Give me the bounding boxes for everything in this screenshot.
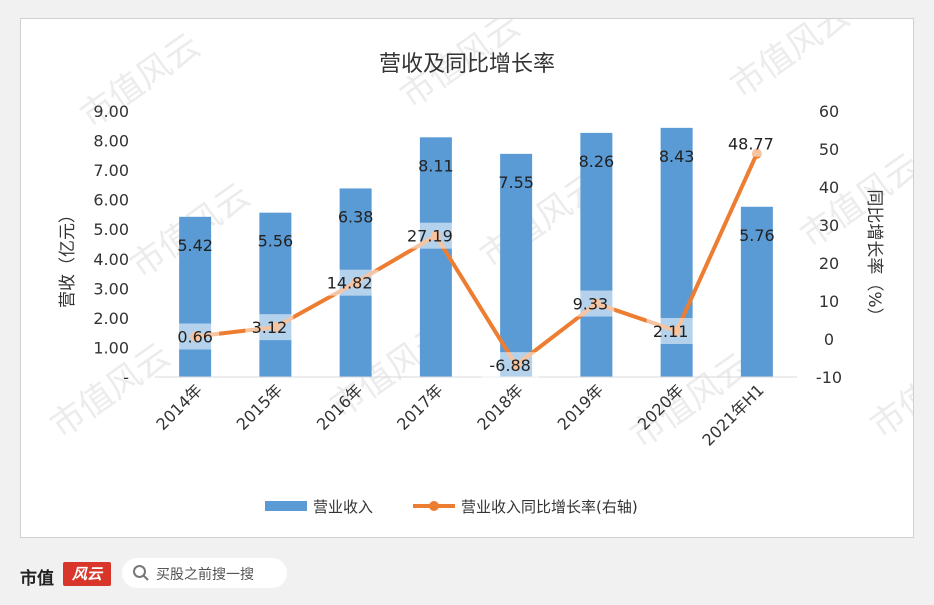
line-label-backdrop [646, 317, 695, 344]
left-tick-label: 1.00 [93, 338, 129, 357]
right-axis-ticks: 60 50 40 30 20 10 0 -10 [816, 102, 842, 387]
watermark-text: 市值风云 [863, 336, 913, 447]
bar-value-label: 8.26 [579, 152, 615, 171]
x-tick-label: 2019年 [554, 380, 608, 434]
line-label-backdrop [171, 323, 220, 350]
right-tick-label: 10 [819, 292, 839, 311]
x-tick-label: 2015年 [233, 380, 287, 434]
revenue-bar [179, 216, 212, 377]
right-tick-label: 60 [819, 102, 839, 121]
watermark-text: 市值风云 [723, 19, 857, 106]
watermark-layer: 市值风云市值风云市值风云市值风云市值风云市值风云市值风云市值风云市值风云市值风云 [43, 19, 913, 456]
line-value-label: 3.12 [252, 318, 288, 337]
x-tick-label: 2014年 [152, 380, 206, 434]
watermark-text: 市值风云 [793, 146, 913, 257]
search-placeholder: 买股之前搜一搜 [156, 567, 254, 583]
line-label-backdrop [721, 130, 780, 157]
left-tick-label: 7.00 [93, 161, 129, 180]
legend-line-marker [429, 501, 439, 511]
left-tick-label: 5.00 [93, 220, 129, 239]
chart-svg: 市值风云市值风云市值风云市值风云市值风云市值风云市值风云市值风云市值风云市值风云… [43, 19, 913, 516]
legend: 营业收入 营业收入同比增长率(右轴) [265, 498, 638, 516]
brand-name: 市值 [20, 569, 54, 589]
line-value-label: 9.33 [573, 295, 609, 314]
brand-logo: 风云 [63, 562, 111, 586]
right-tick-label: 50 [819, 140, 839, 159]
line-label-backdrop [400, 222, 459, 249]
left-tick-label: 2.00 [93, 309, 129, 328]
right-tick-label: 20 [819, 254, 839, 273]
bar-value-label: 7.55 [498, 173, 534, 192]
footer-bar: 市值 风云 买股之前搜一搜 [0, 548, 934, 605]
left-axis-label: 营收（亿元） [58, 206, 78, 308]
left-tick-label: 8.00 [93, 132, 129, 151]
bar-value-label: 6.38 [338, 207, 374, 226]
line-value-label: 2.11 [653, 322, 689, 341]
chart-panel: 市值风云市值风云市值风云市值风云市值风云市值风云市值风云市值风云市值风云市值风云… [20, 18, 914, 538]
revenue-bar [500, 153, 533, 377]
line-value-label: 48.77 [728, 135, 774, 154]
x-tick-label: 2017年 [393, 380, 447, 434]
left-tick-label: 3.00 [93, 279, 129, 298]
right-tick-label: -10 [816, 368, 842, 387]
revenue-bar [740, 206, 773, 377]
left-tick-label: 6.00 [93, 191, 129, 210]
data-labels: 5.42 5.56 6.38 8.11 7.55 8.26 8.43 5.76 0.66 3.12… [171, 130, 780, 379]
revenue-bar [580, 132, 613, 377]
left-tick-label: 4.00 [93, 250, 129, 269]
left-tick-label: 9.00 [93, 102, 129, 121]
line-label-backdrop [320, 269, 379, 296]
revenue-bar [419, 137, 452, 377]
bar-value-label: 5.56 [258, 232, 294, 251]
revenue-bar [259, 212, 292, 377]
bar-value-label: 8.11 [418, 156, 454, 175]
left-tick-label: - [123, 368, 129, 387]
chart-title: 营收及同比增长率 [379, 52, 555, 77]
line-value-label: 14.82 [327, 274, 373, 293]
right-tick-label: 30 [819, 216, 839, 235]
legend-bar-swatch [265, 501, 307, 511]
legend-bar-label: 营业收入 [313, 498, 373, 516]
line-label-backdrop [481, 352, 540, 379]
line-label-backdrop [566, 290, 615, 317]
right-tick-label: 40 [819, 178, 839, 197]
bar-value-label: 5.42 [177, 236, 213, 255]
bar-value-label: 8.43 [659, 147, 695, 166]
line-value-label: -6.88 [489, 356, 530, 375]
right-axis-label: 同比增长率（%） [864, 189, 884, 324]
bar-value-label: 5.76 [739, 226, 775, 245]
right-tick-label: 0 [824, 330, 834, 349]
left-axis-ticks: 9.00 8.00 7.00 6.00 5.00 4.00 3.00 2.00 1.00 - [93, 102, 129, 387]
legend-line-label: 营业收入同比增长率(右轴) [461, 498, 638, 516]
line-label-backdrop [245, 314, 294, 341]
bar-series [179, 127, 773, 377]
search-icon [133, 565, 149, 581]
line-value-label: 0.66 [177, 327, 213, 346]
search-box[interactable]: 买股之前搜一搜 [122, 558, 287, 588]
line-value-label: 27.19 [407, 227, 453, 246]
x-tick-label: 2018年 [473, 380, 527, 434]
